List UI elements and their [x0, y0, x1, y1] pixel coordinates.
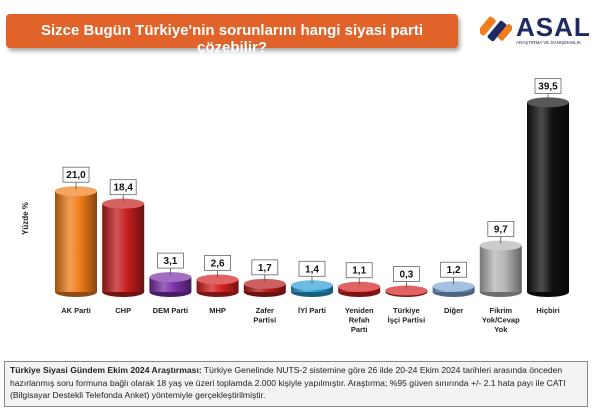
bar-top — [291, 280, 333, 291]
bar-group: 1,1 Yeniden Refah Parti — [338, 262, 381, 334]
logo-wordmark: ASAL — [516, 12, 591, 42]
bar — [479, 245, 522, 292]
data-label: 1,4 — [305, 264, 319, 275]
bar-group: 1,2 Diğer — [432, 261, 475, 315]
asal-logo: ASAL ARAŞTIRMA VE DANIŞMANLIK — [478, 10, 596, 50]
category-label: CHP — [115, 306, 131, 315]
bar-group: 3,1 DEM Parti — [149, 252, 192, 315]
bar — [102, 203, 145, 292]
data-label: 9,7 — [494, 224, 508, 235]
data-label: 2,6 — [211, 259, 225, 270]
bar-group: 9,7 Fikrim Yok/Cevap Yok — [479, 221, 522, 334]
methodology-note: Türkiye Siyasi Gündem Ekim 2024 Araştırm… — [4, 361, 588, 407]
bar-top — [479, 240, 522, 251]
data-label-box — [156, 252, 184, 269]
category-label: Hiçbiri — [536, 306, 559, 315]
bar-top — [527, 97, 569, 108]
bar-top — [102, 198, 145, 209]
asal-logo-icon — [480, 16, 512, 42]
data-label: 1,2 — [447, 265, 461, 276]
data-label-box — [204, 255, 232, 271]
data-label: 21,0 — [66, 170, 86, 181]
bar-group: 1,7 Zafer Partisi — [243, 259, 286, 325]
note-body: Türkiye Genelinde NUTS-2 sistemine göre … — [10, 365, 566, 400]
data-label-box — [440, 261, 468, 278]
bar-top — [149, 272, 192, 283]
category-label: DEM Parti — [153, 306, 188, 315]
note-heading: Türkiye Siyasi Gündem Ekim 2024 Araştırm… — [10, 365, 202, 375]
category-label: Zafer Partisi — [253, 306, 276, 325]
chart-title: Sizce Bugün Türkiye'nin sorunlarını hang… — [41, 22, 423, 56]
data-label: 0,3 — [399, 270, 413, 281]
bar-group: 18,4 CHP — [102, 179, 145, 315]
data-label: 39,5 — [538, 81, 558, 92]
bar-top — [55, 186, 97, 197]
data-label: 3,1 — [163, 256, 177, 267]
category-label: AK Parti — [61, 306, 91, 315]
data-label-box — [109, 179, 137, 196]
data-label-box — [298, 260, 326, 277]
bar-top — [385, 285, 428, 296]
bar-top — [243, 278, 286, 289]
bar-top — [196, 274, 239, 285]
bar-group: 39,5 Hiçbiri — [527, 77, 569, 315]
category-label: Diğer — [444, 306, 463, 315]
data-label-box — [392, 266, 420, 282]
data-label-box — [534, 77, 562, 94]
data-label-box — [62, 166, 90, 183]
data-label-box — [251, 259, 279, 276]
bar-top — [338, 281, 381, 292]
bar — [527, 102, 569, 293]
data-label: 18,4 — [113, 183, 133, 194]
bar-group: 2,6 MHP — [196, 255, 239, 315]
title-banner: Sizce Bugün Türkiye'nin sorunlarını hang… — [6, 14, 458, 56]
bar — [55, 191, 97, 292]
logo-subtitle: ARAŞTIRMA VE DANIŞMANLIK — [516, 40, 582, 45]
data-label-box — [345, 262, 373, 279]
category-label: Yeniden Refah Parti — [345, 306, 374, 334]
bar-chart: 21,0 AK Parti 18,4 CHP 3,1 DEM Parti 2,6 MHP 1,7… — [55, 77, 569, 334]
data-label-box — [487, 221, 515, 237]
bar-group: 0,3 Türkiye İşçi Partisi — [385, 266, 428, 325]
data-label: 1,1 — [352, 266, 366, 277]
category-label: İYİ Parti — [298, 306, 326, 315]
bar-group: 21,0 AK Parti — [55, 166, 97, 315]
category-label: Türkiye İşçi Partisi — [388, 306, 426, 325]
bar-group: 1,4 İYİ Parti — [291, 260, 333, 315]
bar-top — [432, 281, 475, 292]
category-label: Fikrim Yok/Cevap Yok — [482, 306, 520, 334]
category-label: MHP — [209, 306, 226, 315]
data-label: 1,7 — [258, 263, 272, 274]
